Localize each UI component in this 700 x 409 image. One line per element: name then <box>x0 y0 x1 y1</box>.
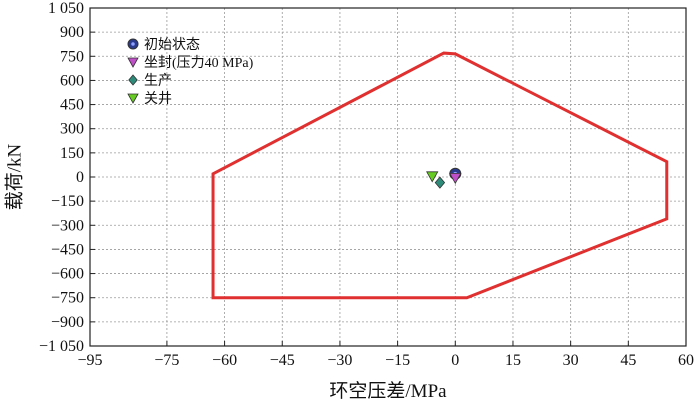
legend-label: 生产 <box>144 73 172 89</box>
x-axis-title: 环空压差/MPa <box>329 380 447 402</box>
axis-ticks <box>89 7 687 347</box>
legend-label: 坐封(压力40 MPa) <box>144 55 254 71</box>
y-axis-title: 载荷/kN <box>3 143 25 210</box>
x-tick-label: 30 <box>563 352 579 369</box>
legend-marker-3 <box>127 93 139 104</box>
legend-marker-0-highlight <box>131 42 135 46</box>
x-tick-label: 60 <box>678 352 694 369</box>
x-tick-labels: −95 −75 −60 −45 −30 −15 0 15 30 45 60 <box>77 352 694 369</box>
legend-marker-1 <box>127 57 139 68</box>
data-points <box>426 167 462 189</box>
y-tick-label: 0 <box>76 169 84 186</box>
x-tick-label: −60 <box>212 352 237 369</box>
data-point-series-3 <box>426 171 439 183</box>
y-tick-label: 300 <box>60 121 84 138</box>
y-tick-labels: 1 050 900 750 600 450 300 150 0 −150 −300 −450 −600… <box>39 0 84 355</box>
y-tick-label: −150 <box>51 193 84 210</box>
x-tick-label: 0 <box>451 352 459 369</box>
x-tick-label: 15 <box>505 352 521 369</box>
x-tick-label: −30 <box>327 352 352 369</box>
y-tick-label: 150 <box>60 145 84 162</box>
x-tick-label: −75 <box>154 352 179 369</box>
y-tick-label: −300 <box>51 217 84 234</box>
x-tick-label: −15 <box>385 352 410 369</box>
plot-frame <box>89 7 687 347</box>
legend-label: 关井 <box>144 91 172 107</box>
legend-label: 初始状态 <box>144 36 200 53</box>
y-tick-label: 450 <box>60 97 84 114</box>
y-tick-label: 1 050 <box>48 0 84 17</box>
grid-lines <box>90 8 686 346</box>
data-point-series-1 <box>449 173 462 185</box>
x-tick-label: 45 <box>620 352 636 369</box>
y-tick-label: −450 <box>51 241 84 258</box>
y-tick-label: 600 <box>60 72 84 89</box>
x-tick-label: −95 <box>77 352 102 369</box>
load-envelope <box>211 51 669 300</box>
data-point-series-2 <box>434 176 446 189</box>
y-tick-label: −1 050 <box>39 338 84 355</box>
y-tick-label: −900 <box>51 314 84 331</box>
legend-marker-2 <box>128 74 138 86</box>
y-tick-label: 750 <box>60 48 84 65</box>
y-tick-label: −600 <box>51 266 84 283</box>
x-tick-label: −45 <box>270 352 295 369</box>
y-tick-label: −750 <box>51 290 84 307</box>
y-tick-label: 900 <box>60 24 84 41</box>
